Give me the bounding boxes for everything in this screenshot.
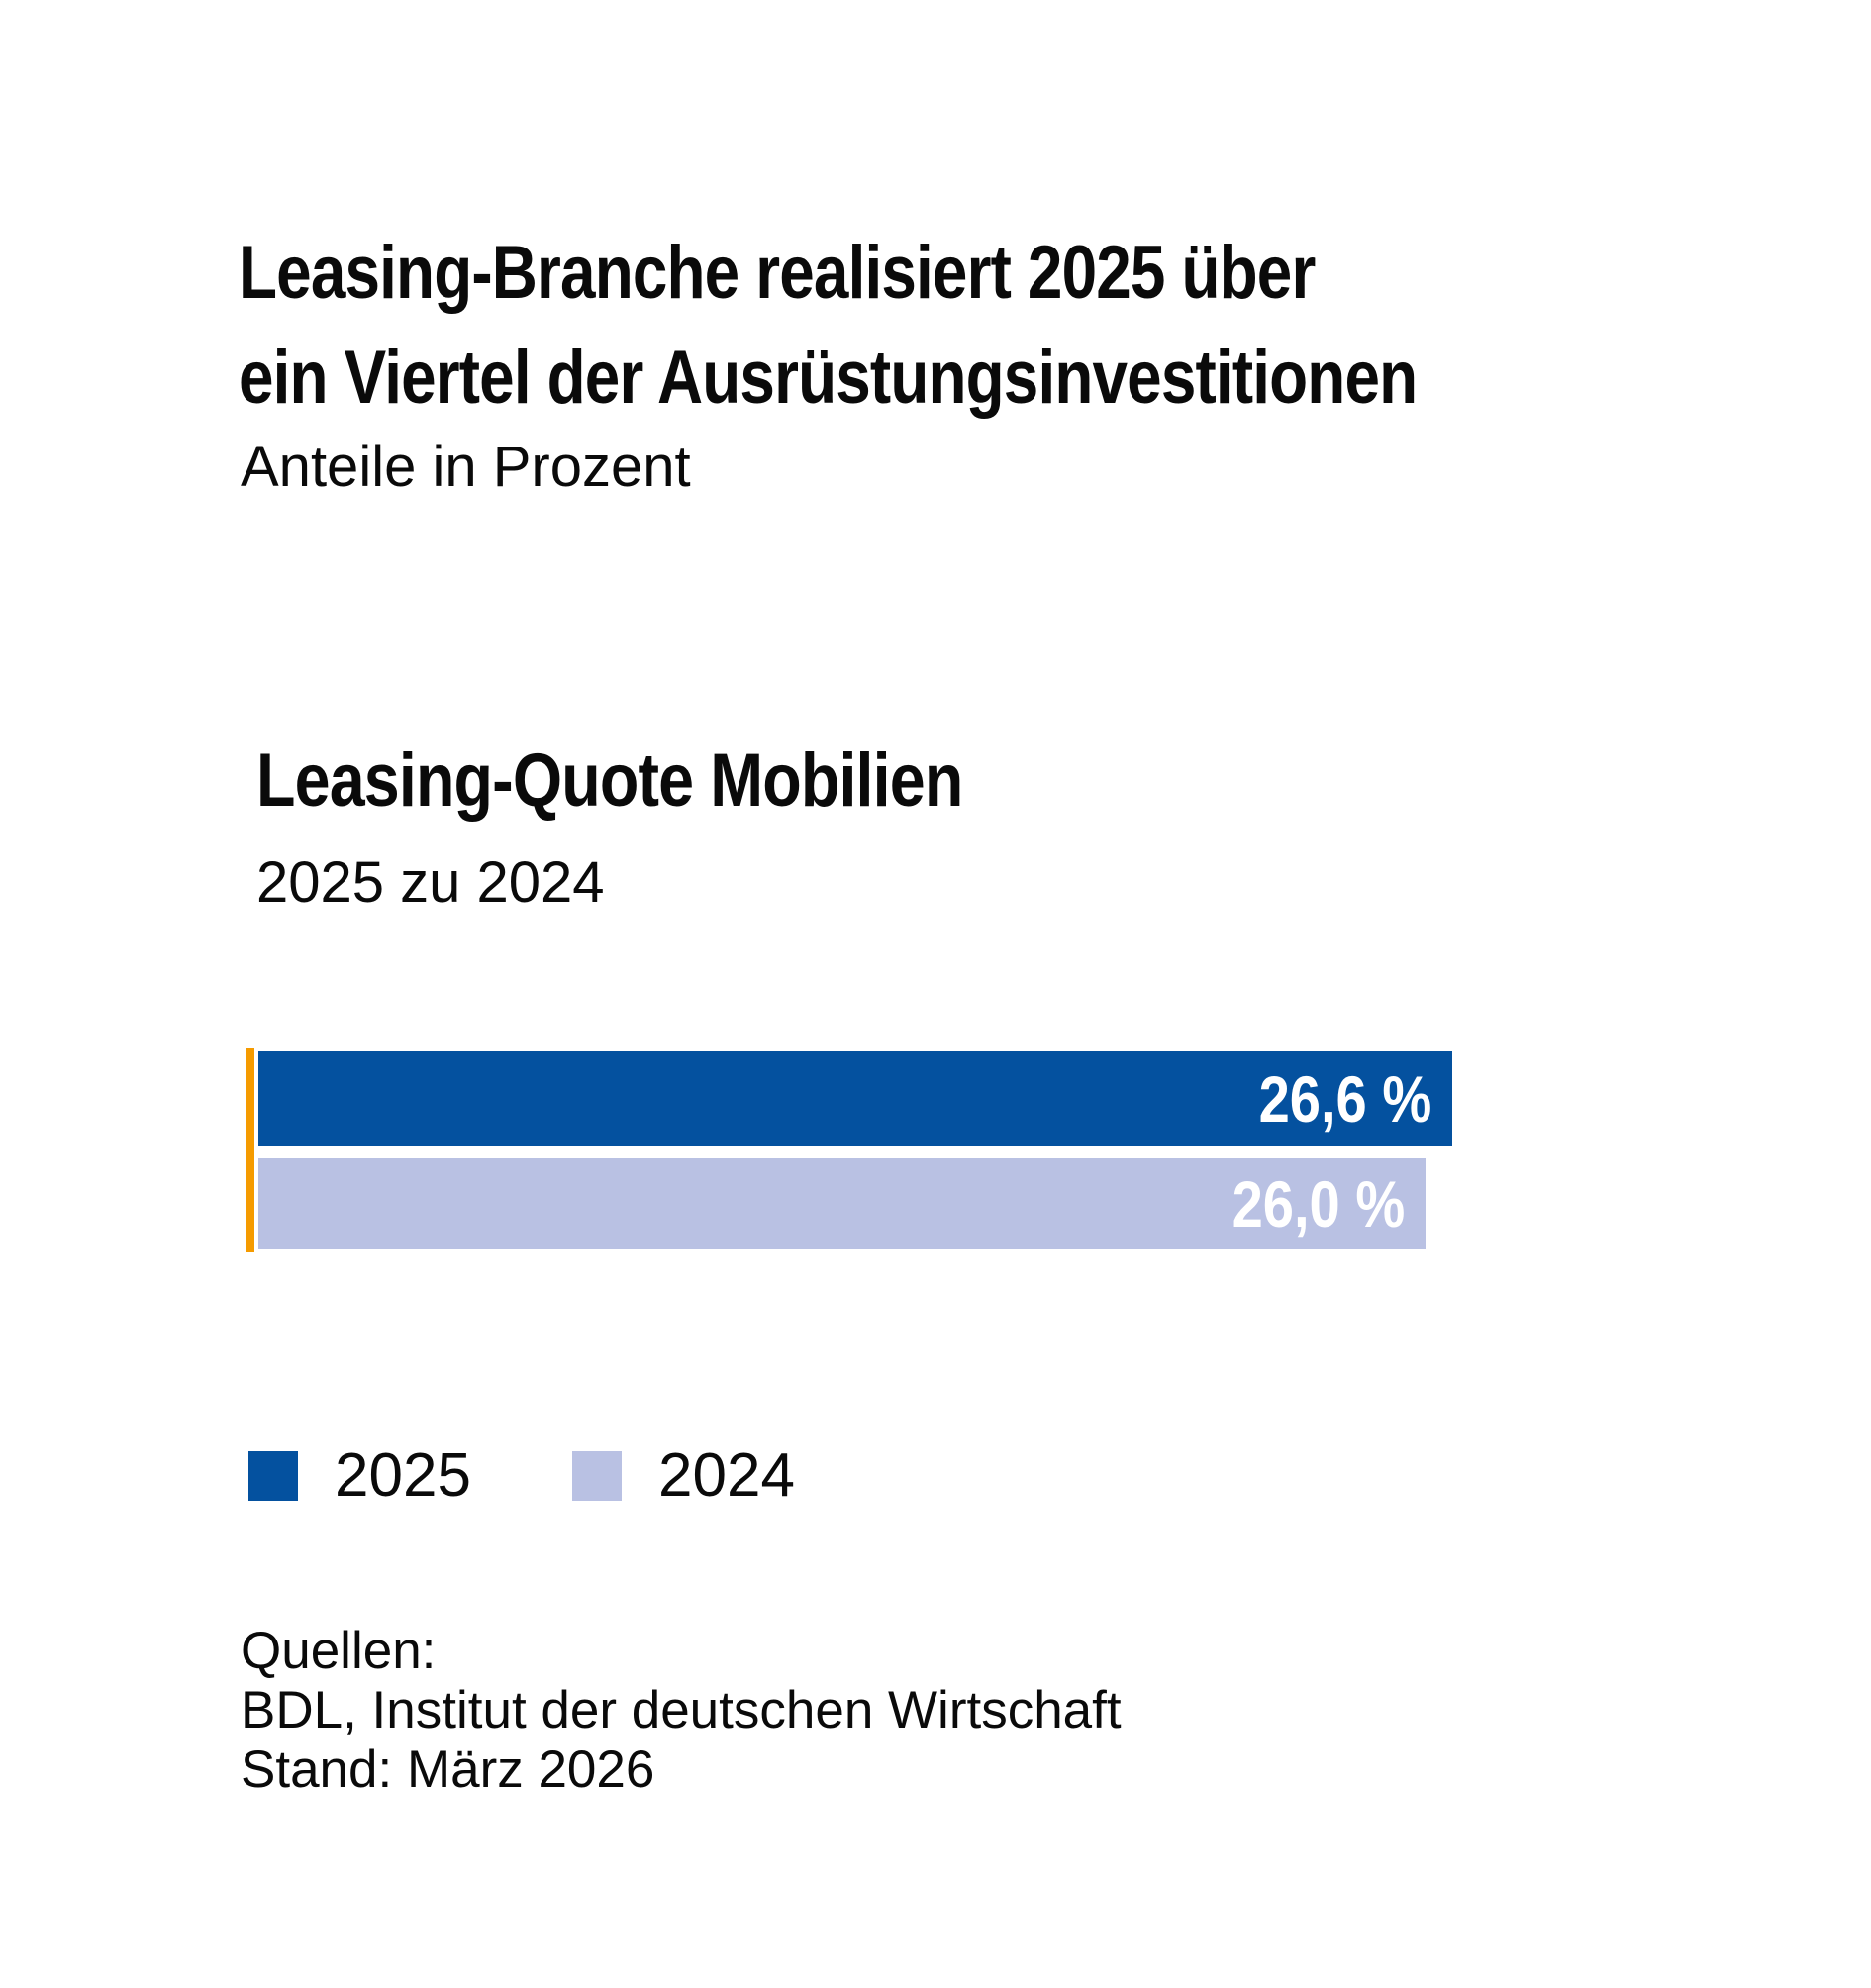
page-subtitle: Anteile in Prozent bbox=[241, 435, 691, 499]
source-line-2: BDL, Institut der deutschen Wirtschaft bbox=[241, 1681, 1122, 1740]
legend-item-2025: 2025 bbox=[248, 1441, 471, 1511]
legend-label-2024: 2024 bbox=[658, 1441, 795, 1510]
legend-item-2024: 2024 bbox=[572, 1441, 795, 1511]
chart-subtitle: 2025 zu 2024 bbox=[256, 850, 605, 915]
legend-label-2025: 2025 bbox=[335, 1441, 471, 1510]
title-line-1: Leasing-Branche realisiert 2025 über bbox=[239, 231, 1316, 315]
bar-2024-value-label: 26,0 % bbox=[1231, 1167, 1405, 1241]
axis-baseline bbox=[246, 1048, 254, 1252]
source-line-1: Quellen: bbox=[241, 1622, 437, 1680]
bar-2024: 26,0 % bbox=[258, 1158, 1426, 1249]
source-note: Quellen: BDL, Institut der deutschen Wir… bbox=[241, 1622, 1122, 1800]
bar-2025: 26,6 % bbox=[258, 1051, 1452, 1146]
legend-swatch-2024 bbox=[572, 1450, 622, 1501]
legend-swatch-2025 bbox=[248, 1450, 298, 1501]
source-line-3: Stand: März 2026 bbox=[241, 1740, 655, 1799]
title-line-2: ein Viertel der Ausrüstungsinvestitionen bbox=[239, 336, 1418, 420]
bar-2025-value-label: 26,6 % bbox=[1258, 1062, 1431, 1136]
page-title: Leasing-Branche realisiert 2025 über ein… bbox=[239, 221, 1418, 431]
legend: 2025 2024 bbox=[248, 1441, 1040, 1510]
chart-title: Leasing-Quote Mobilien bbox=[256, 739, 963, 823]
